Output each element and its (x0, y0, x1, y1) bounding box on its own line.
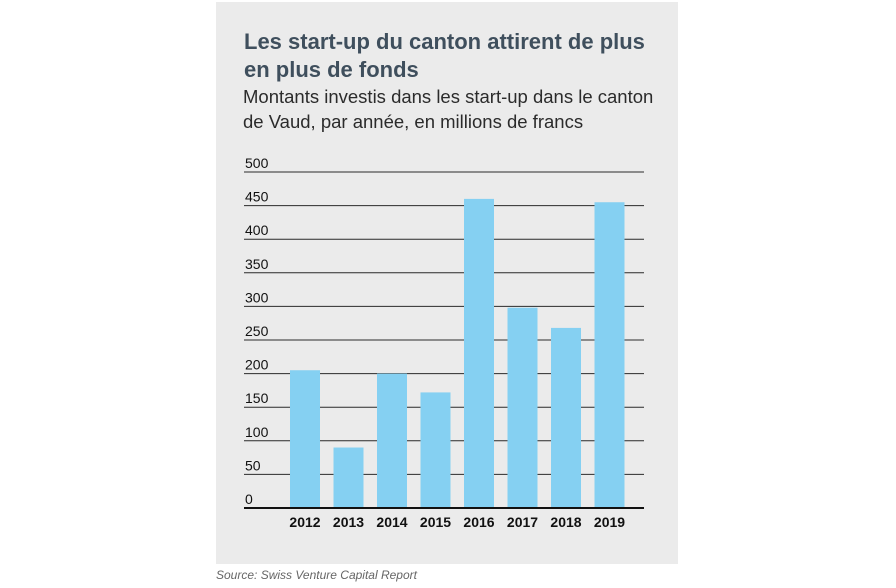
y-tick-label: 350 (245, 256, 269, 272)
bar-2017 (507, 307, 538, 508)
x-tick-label: 2015 (420, 514, 451, 530)
y-tick-label: 400 (245, 222, 269, 238)
y-tick-label: 150 (245, 390, 269, 406)
x-tick-label: 2016 (463, 514, 494, 530)
x-tick-label: 2017 (507, 514, 538, 530)
y-tick-label: 100 (245, 424, 269, 440)
x-tick-labels: 2012 2013 2014 2015 2016 2017 2018 2019 (289, 514, 625, 530)
x-tick-label: 2012 (289, 514, 320, 530)
y-tick-label: 450 (245, 189, 269, 205)
bar-2013 (333, 447, 364, 508)
chart-subtitle: Montants investis dans les start-up dans… (243, 86, 654, 132)
bar-2018 (551, 327, 581, 508)
y-tick-label: 300 (245, 289, 269, 305)
y-tick-label: 200 (245, 357, 269, 373)
bars (290, 198, 625, 509)
bar-2014 (377, 373, 407, 508)
y-tick-label: 50 (245, 457, 261, 473)
y-tick-label: 250 (245, 323, 269, 339)
x-tick-label: 2013 (333, 514, 364, 530)
x-tick-label: 2018 (550, 514, 581, 530)
y-tick-labels: 0 50 100 150 200 250 300 350 400 450 500 (245, 155, 269, 507)
x-tick-label: 2019 (594, 514, 625, 530)
x-tick-label: 2014 (376, 514, 407, 530)
y-tick-label: 500 (245, 155, 269, 171)
chart-title: Les start-up du canton attirent de plus … (244, 29, 645, 82)
bar-2019 (594, 202, 625, 509)
bar-2015 (420, 392, 451, 508)
y-tick-label: 0 (245, 491, 253, 507)
bar-2016 (464, 198, 494, 508)
bar-2012 (290, 370, 320, 508)
source-note: Source: Swiss Venture Capital Report (216, 568, 417, 582)
